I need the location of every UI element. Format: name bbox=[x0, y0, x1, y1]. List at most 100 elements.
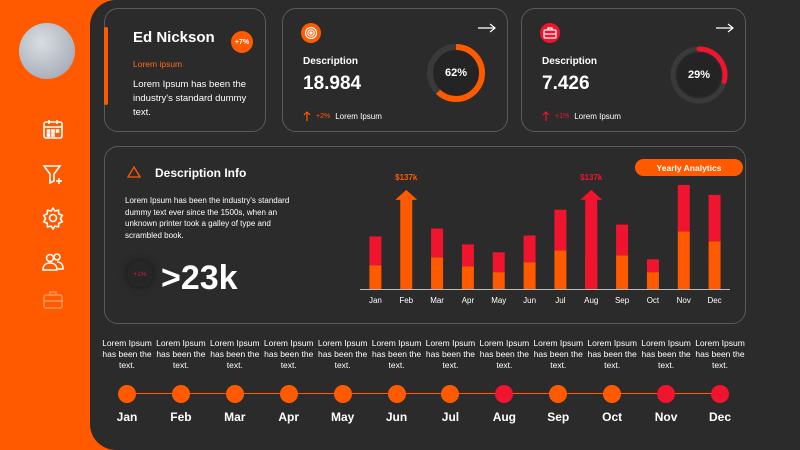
warning-triangle-icon bbox=[127, 166, 141, 178]
timeline-dot[interactable] bbox=[171, 385, 190, 403]
stat-value: 18.984 bbox=[303, 73, 362, 94]
tick-label: Sep bbox=[615, 296, 630, 305]
timeline-month: Oct bbox=[602, 410, 623, 424]
timeline-month: Aug bbox=[492, 410, 517, 424]
timeline-dot[interactable] bbox=[118, 385, 136, 403]
funnel-icon[interactable] bbox=[41, 162, 65, 186]
timeline-item-oct[interactable]: Lorem Ipsum has been the text. Oct bbox=[582, 338, 642, 424]
target-icon bbox=[301, 23, 321, 43]
timeline-month: Jul bbox=[441, 410, 460, 424]
bar-mar-0 bbox=[431, 257, 444, 289]
timeline-month: Dec bbox=[708, 410, 731, 424]
arrow-right-icon[interactable] bbox=[715, 23, 735, 33]
timeline-item-jul[interactable]: Lorem Ipsum has been the text. Jul bbox=[420, 338, 480, 424]
timeline-dot[interactable] bbox=[657, 385, 676, 403]
yearly-analytics-button[interactable]: Yearly Analytics bbox=[635, 159, 743, 176]
profile-badge: +7% bbox=[231, 31, 253, 53]
timeline-dot[interactable] bbox=[603, 385, 622, 403]
stat-foot: +2% Lorem Ipsum bbox=[303, 111, 382, 122]
timeline-text: Lorem Ipsum has been the text. bbox=[263, 338, 314, 370]
timeline-dot[interactable] bbox=[495, 385, 514, 403]
gear-icon[interactable] bbox=[41, 206, 65, 230]
timeline-item-may[interactable]: Lorem Ipsum has been the text. May bbox=[313, 338, 373, 424]
timeline-dot[interactable] bbox=[279, 385, 298, 403]
bar-chart: Jan Feb Mar Apr May Jun Jul Aug Sep Oct Nov Dec $137… bbox=[360, 173, 730, 305]
timeline-month: Sep bbox=[547, 410, 570, 424]
timeline-month: Nov bbox=[654, 410, 678, 424]
briefcase-icon[interactable] bbox=[41, 288, 65, 312]
sidebar bbox=[0, 0, 90, 450]
tick-label: Jun bbox=[523, 296, 536, 305]
info-small-percent: +1% bbox=[127, 261, 153, 287]
profile-text: Lorem Ipsum has been the industry's stan… bbox=[133, 79, 247, 118]
bar-jun-0 bbox=[523, 262, 536, 289]
timeline-text: Lorem Ipsum has been the text. bbox=[479, 338, 530, 370]
tick-label: May bbox=[491, 296, 506, 305]
profile-accent-bar bbox=[104, 27, 108, 105]
bar-apr-1 bbox=[461, 244, 474, 267]
tick-label: Apr bbox=[462, 296, 475, 305]
timeline-month: Jun bbox=[385, 410, 408, 424]
tick-label: Jul bbox=[555, 296, 565, 305]
timeline-item-sep[interactable]: Lorem Ipsum has been the text. Sep bbox=[528, 338, 588, 424]
timeline-text: Lorem Ipsum has been the text. bbox=[156, 338, 206, 370]
donut-percent: 62% bbox=[444, 67, 468, 79]
progress-donut: 62% bbox=[425, 42, 487, 104]
bar-apr-0 bbox=[461, 266, 474, 289]
timeline-month: Mar bbox=[224, 410, 246, 424]
timeline-item-mar[interactable]: Lorem Ipsum has been the text. Mar bbox=[205, 338, 265, 424]
bar-jun-1 bbox=[523, 235, 536, 263]
timeline-text: Lorem Ipsum has been the text. bbox=[425, 338, 476, 370]
info-big-value: >23k bbox=[161, 259, 238, 297]
calendar-icon[interactable] bbox=[41, 117, 65, 141]
bar-dec-1 bbox=[708, 194, 721, 242]
stat-value: 7.426 bbox=[542, 73, 590, 94]
tick-label: Oct bbox=[647, 296, 660, 305]
stat-card-1[interactable]: Description 18.984 +2% Lorem Ipsum 62% bbox=[282, 8, 508, 132]
timeline-item-apr[interactable]: Lorem Ipsum has been the text. Apr bbox=[259, 338, 319, 424]
tick-label: Mar bbox=[430, 296, 444, 305]
timeline-dot[interactable] bbox=[387, 385, 406, 403]
progress-donut: 29% bbox=[668, 44, 730, 106]
bar-jul-1 bbox=[554, 209, 567, 251]
timeline-text: Lorem Ipsum has been the text. bbox=[102, 338, 152, 370]
bar-sep-1 bbox=[616, 224, 629, 256]
timeline-item-feb[interactable]: Lorem Ipsum has been the text. Feb bbox=[151, 338, 211, 424]
stat-card-2[interactable]: Description 7.426 +1% Lorem Ipsum 29% bbox=[521, 8, 746, 132]
timeline-item-jan[interactable]: Lorem Ipsum has been the text. Jan bbox=[97, 338, 157, 424]
tick-label: Nov bbox=[677, 296, 691, 305]
users-icon[interactable] bbox=[41, 250, 65, 274]
bar-sep-0 bbox=[616, 255, 629, 289]
stat-change: +2% bbox=[316, 113, 331, 120]
description-info-card: Description Info Lorem Ipsum has been th… bbox=[104, 146, 746, 324]
profile-card: Ed Nickson +7% Lorem ipsum Lorem Ipsum h… bbox=[104, 8, 266, 132]
stat-foot-label: Lorem Ipsum bbox=[335, 112, 382, 121]
timeline-dot[interactable] bbox=[225, 385, 244, 403]
timeline-item-dec[interactable]: Lorem Ipsum has been the text. Dec bbox=[690, 338, 750, 424]
timeline-dot[interactable] bbox=[711, 385, 729, 403]
timeline-item-jun[interactable]: Lorem Ipsum has been the text. Jun bbox=[367, 338, 427, 424]
stat-label: Description bbox=[303, 56, 359, 67]
timeline-text: Lorem Ipsum has been the text. bbox=[641, 338, 691, 370]
timeline-month: May bbox=[330, 410, 355, 424]
arrow-right-icon[interactable] bbox=[477, 23, 497, 33]
bar-jan-0 bbox=[369, 265, 382, 289]
info-text: Lorem Ipsum has been the industry's stan… bbox=[125, 196, 290, 240]
timeline-dot[interactable] bbox=[549, 385, 568, 403]
arrow-up-icon bbox=[303, 111, 311, 121]
timeline-line bbox=[127, 393, 720, 394]
timeline-month: Jan bbox=[116, 410, 138, 424]
timeline-item-nov[interactable]: Lorem Ipsum has been the text. Nov bbox=[636, 338, 696, 424]
timeline-dot[interactable] bbox=[441, 385, 460, 403]
annotation-label: $137k bbox=[580, 173, 603, 182]
timeline-month: Feb bbox=[170, 410, 192, 424]
timeline-item-aug[interactable]: Lorem Ipsum has been the text. Aug bbox=[474, 338, 534, 424]
bar-dec-0 bbox=[708, 241, 721, 289]
bar-may-0 bbox=[492, 272, 505, 289]
timeline-dot[interactable] bbox=[333, 385, 352, 403]
timeline-month: Apr bbox=[278, 410, 300, 424]
timeline-text: Lorem Ipsum has been the text. bbox=[210, 338, 260, 370]
timeline-text: Lorem Ipsum has been the text. bbox=[695, 338, 745, 370]
avatar[interactable] bbox=[19, 23, 75, 79]
stat-label: Description bbox=[542, 56, 598, 67]
